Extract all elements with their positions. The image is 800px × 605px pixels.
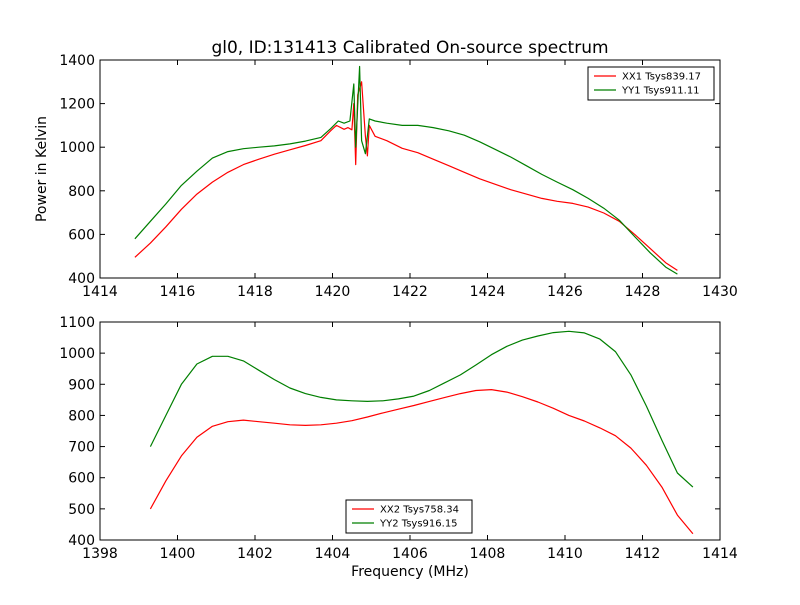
series-line-2-1 [149,389,694,535]
y-tick-label-1-5: 1400 [59,53,95,69]
y-tick-label-1-1: 600 [68,227,95,243]
y-tick-label-2-7: 1100 [59,315,95,331]
chart-title: gl0, ID:131413 Calibrated On-source spec… [211,38,608,58]
legend-label-2-2: YY2 Tsys916.15 [379,519,458,530]
legend-label-1-1: XX1 Tsys839.17 [622,72,701,83]
x-tick-label-1-4: 1422 [392,284,428,300]
y-tick-label-2-5: 900 [68,377,95,393]
y-tick-label-2-2: 600 [68,471,95,487]
x-tick-label-1-6: 1426 [547,284,583,300]
y-tick-label-2-0: 400 [68,533,95,549]
y-tick-label-1-2: 800 [68,184,95,200]
legend-box-1 [587,66,715,101]
x-tick-label-1-0: 1414 [82,284,118,300]
series-line-2-2 [149,330,694,488]
x-tick-label-2-8: 1414 [702,546,738,562]
y-tick-label-2-3: 700 [68,440,95,456]
x-tick-label-2-6: 1410 [547,546,583,562]
x-tick-label-1-3: 1420 [315,284,351,300]
x-tick-label-1-8: 1430 [702,284,738,300]
series-line-1-1 [134,81,678,271]
x-tick-label-2-3: 1404 [315,546,351,562]
y-tick-label-2-1: 500 [68,502,95,518]
x-tick-label-1-1: 1416 [160,284,196,300]
x-tick-label-2-7: 1412 [625,546,661,562]
x-tick-label-1-5: 1424 [470,284,506,300]
x-tick-label-2-4: 1406 [392,546,428,562]
series-line-1-2 [134,65,678,275]
x-tick-label-2-1: 1400 [160,546,196,562]
legend-box-2 [345,499,473,534]
x-tick-label-2-0: 1398 [82,546,118,562]
x-tick-label-2-2: 1402 [237,546,273,562]
y-tick-label-1-0: 400 [68,271,95,287]
y-axis-title-1: Power in Kelvin [34,116,50,222]
x-tick-label-1-7: 1428 [625,284,661,300]
y-tick-label-1-3: 1000 [59,140,95,156]
x-axis-title-2: Frequency (MHz) [351,564,469,580]
y-tick-label-2-6: 1000 [59,346,95,362]
legend-label-2-1: XX2 Tsys758.34 [380,505,459,516]
x-tick-label-1-2: 1418 [237,284,273,300]
y-tick-label-2-4: 800 [68,408,95,424]
x-tick-label-2-5: 1408 [470,546,506,562]
legend-label-1-2: YY1 Tsys911.11 [621,86,700,97]
y-tick-label-1-4: 1200 [59,97,95,113]
